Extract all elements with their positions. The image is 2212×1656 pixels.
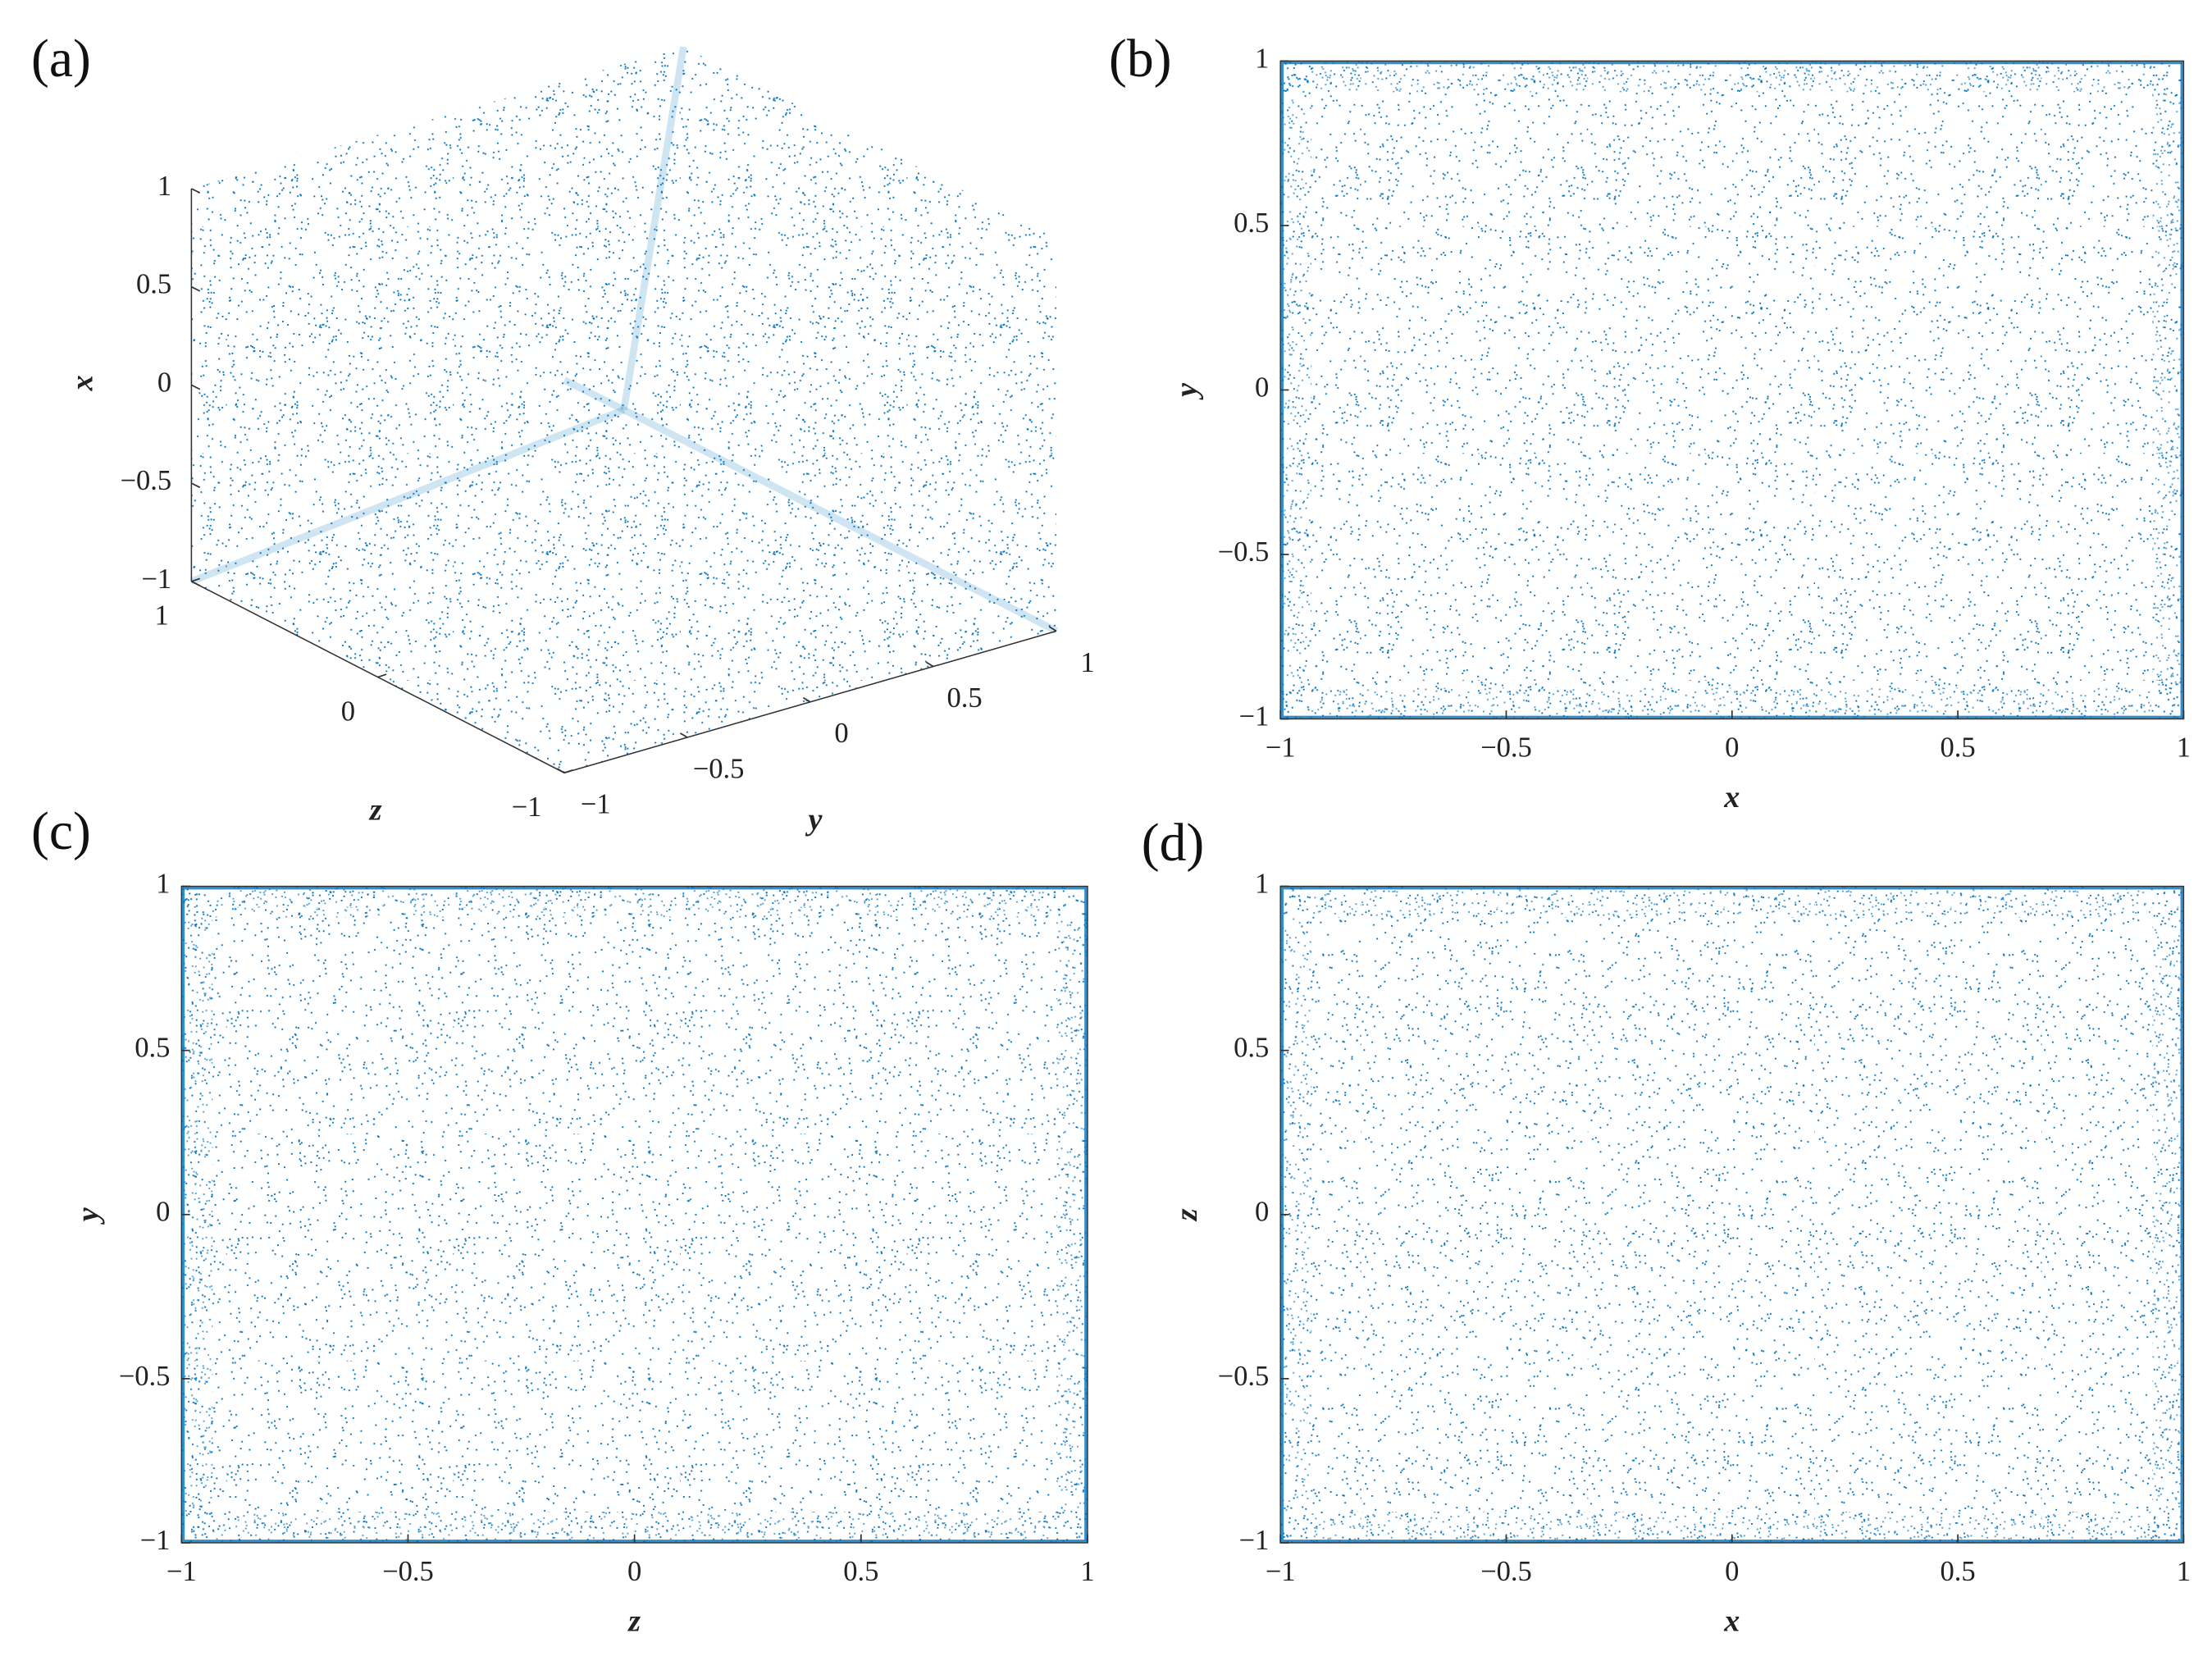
- z-tick: [563, 769, 573, 774]
- point-cloud: [191, 47, 1056, 773]
- dense-diagonal: [563, 376, 626, 413]
- x-tick-label: 0.5: [136, 269, 171, 300]
- y-tick: [802, 696, 811, 703]
- dense-diagonal: [620, 46, 687, 411]
- y-tick-label: 0: [834, 718, 848, 749]
- x-tick-label: −0.5: [120, 465, 171, 496]
- x-tick-label: −1: [166, 1556, 197, 1587]
- point-cloud-edge: [1280, 61, 2184, 93]
- x-tick-label: 1: [2177, 732, 2191, 764]
- point-cloud-edge: [2152, 61, 2184, 719]
- x-tick: [191, 384, 201, 390]
- z-tick: [377, 673, 387, 678]
- x-tick-label: 0: [627, 1556, 641, 1587]
- x-tick-label: 0: [1725, 732, 1739, 764]
- point-cloud: [1280, 61, 2184, 719]
- y-tick-label: −1: [581, 789, 611, 820]
- y-tick-label: 0: [1255, 372, 1269, 403]
- x-tick: [191, 581, 201, 586]
- x-tick: [191, 285, 201, 292]
- x-tick: [191, 188, 201, 194]
- point-cloud-edge: [1056, 886, 1088, 1544]
- y-tick-label: −0.5: [693, 753, 745, 784]
- y-tick: [556, 768, 565, 773]
- z-tick-label: −1: [512, 792, 542, 823]
- z-tick-label: 0: [341, 696, 355, 727]
- y-tick-label: −1: [1239, 700, 1270, 732]
- x-tick-label: 0: [157, 367, 171, 398]
- x-axis-label: x: [1723, 780, 1740, 814]
- y-tick-label: 1: [1080, 647, 1094, 678]
- y-axis-label: y: [805, 802, 823, 837]
- x-tick-label: −1: [141, 563, 171, 595]
- y-tick: [1048, 626, 1057, 632]
- y-tick-label: 1: [1255, 43, 1269, 74]
- point-cloud-edge: [181, 886, 1088, 918]
- z-tick-label: 1: [154, 600, 168, 632]
- x-tick: [191, 482, 201, 489]
- x-tick-label: 0.5: [1941, 732, 1976, 764]
- y-tick-label: 0.5: [1234, 208, 1269, 239]
- dense-diagonal: [189, 406, 626, 585]
- dense-diagonal: [622, 406, 1058, 635]
- point-cloud: [181, 886, 1088, 1544]
- z-tick: [191, 577, 201, 582]
- y-tick: [679, 732, 688, 738]
- x-axis-label: x: [65, 375, 99, 391]
- y-tick-label: −0.5: [1218, 536, 1270, 568]
- z-axis-label: z: [368, 792, 382, 827]
- x-tick-label: −1: [1266, 732, 1296, 764]
- y-tick: [925, 661, 934, 668]
- x-tick-label: 1: [157, 171, 171, 202]
- x-tick-label: −0.5: [1480, 732, 1532, 764]
- y-axis-label: y: [1170, 383, 1204, 400]
- x-tick-label: −0.5: [382, 1556, 434, 1587]
- panel-label: (a): [31, 29, 91, 89]
- y-tick-label: 0.5: [946, 682, 982, 714]
- panel-label: (b): [1109, 29, 1172, 89]
